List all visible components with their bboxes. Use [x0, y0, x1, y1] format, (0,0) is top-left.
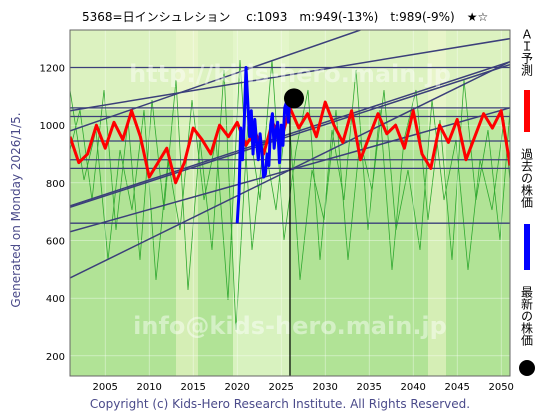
trend-channel-line: [70, 37, 510, 112]
current-price-marker: [284, 88, 304, 109]
vertical-gridlines: [104, 30, 502, 376]
x-tick-label: 2005: [92, 382, 117, 393]
watermark-url: http://kids-hero.main.jp: [129, 60, 451, 88]
legend-label-latest: 最新の株価: [519, 286, 534, 346]
y-tick-label: 1000: [40, 121, 65, 132]
y-tick-label: 800: [46, 179, 65, 190]
legend-swatch-latest: [519, 360, 535, 376]
history-highlight: [233, 30, 289, 376]
series-line-past-price: [235, 65, 292, 224]
copyright-notice: Copyright (c) Kids-Hero Research Institu…: [89, 397, 471, 411]
x-tick-label: 2045: [444, 382, 469, 393]
plot-frame: [69, 29, 511, 377]
legend-swatch-ai: [524, 90, 530, 132]
legend: ＡＩ予測 過去の株価 最新の株価: [514, 28, 540, 388]
x-axis-ticks: 2005 2010 2015 2020 2025 2030 2035 2040 2045 2050: [92, 382, 513, 393]
x-tick-label: 2050: [488, 382, 513, 393]
x-tick-label: 2010: [136, 382, 161, 393]
x-tick-label: 2020: [224, 382, 249, 393]
x-tick-label: 2035: [356, 382, 381, 393]
y-tick-label: 200: [46, 352, 65, 363]
y-tick-label: 600: [46, 236, 65, 247]
x-tick-label: 2015: [180, 382, 205, 393]
x-tick-label: 2030: [312, 382, 337, 393]
generated-date-label: Generated on Monday 2026/1/5.: [6, 90, 26, 330]
legend-label-past: 過去の株価: [519, 148, 534, 208]
green-envelope-2: [70, 59, 510, 301]
legend-label-ai: ＡＩ予測: [519, 28, 534, 76]
legend-swatch-past: [524, 224, 530, 270]
x-tick-label: 2025: [268, 382, 293, 393]
trend-channel-line: [70, 30, 361, 132]
y-axis-ticks: 200 400 600 800 1000 1200: [40, 63, 65, 362]
y-tick-label: 1200: [40, 63, 65, 74]
chart-title: 5368=日インシュレション c:1093 m:949(-13%) t:989(…: [82, 10, 489, 24]
y-tick-label: 400: [46, 294, 65, 305]
x-tick-label: 2040: [400, 382, 425, 393]
generated-date-text: Generated on Monday 2026/1/5.: [9, 112, 23, 308]
